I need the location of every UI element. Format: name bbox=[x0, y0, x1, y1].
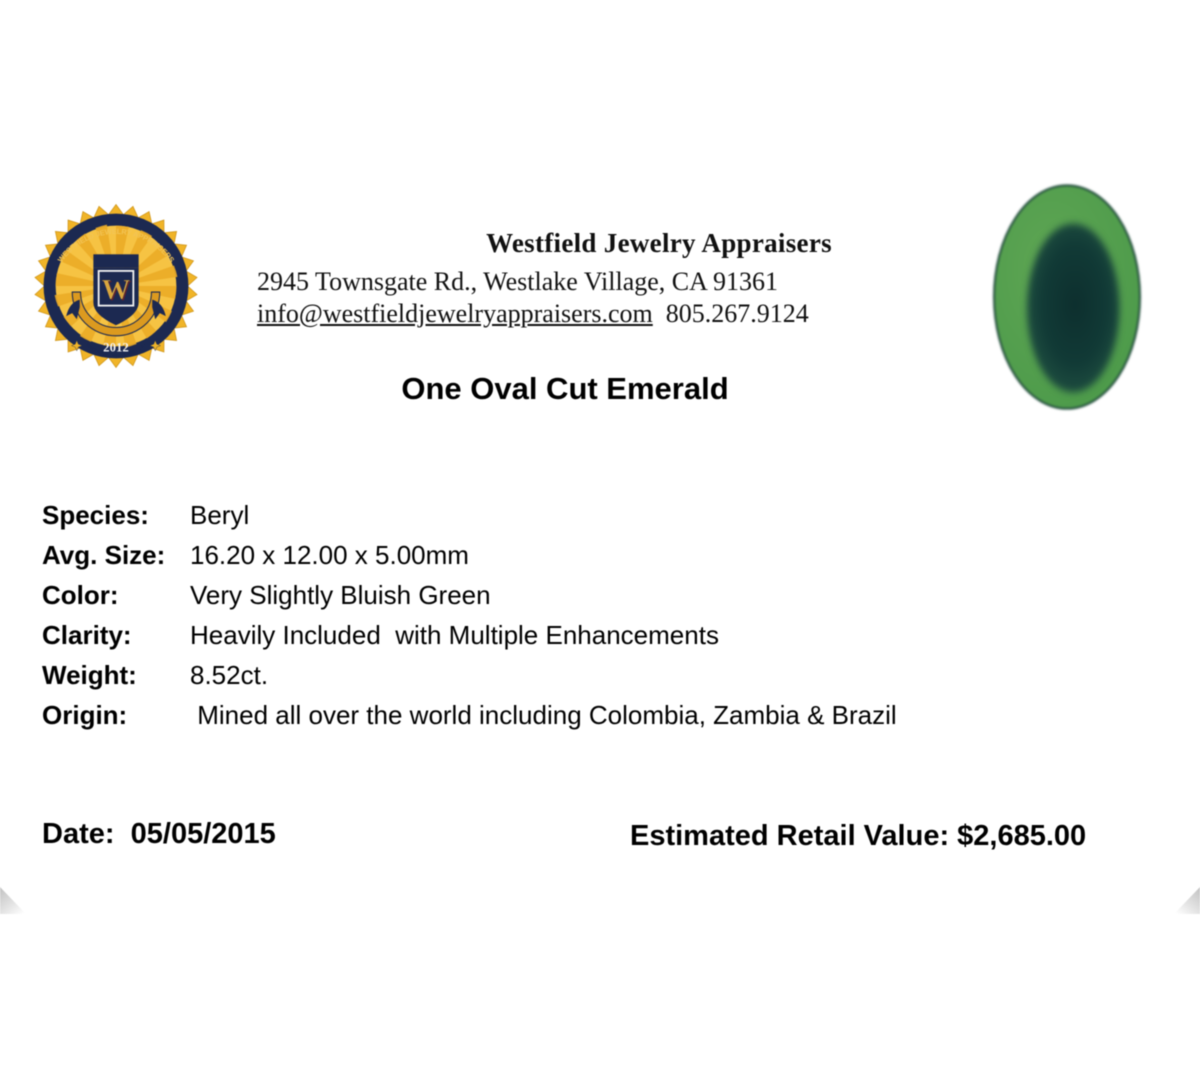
svg-text:W: W bbox=[102, 274, 131, 306]
svg-text:2012: 2012 bbox=[103, 341, 129, 355]
